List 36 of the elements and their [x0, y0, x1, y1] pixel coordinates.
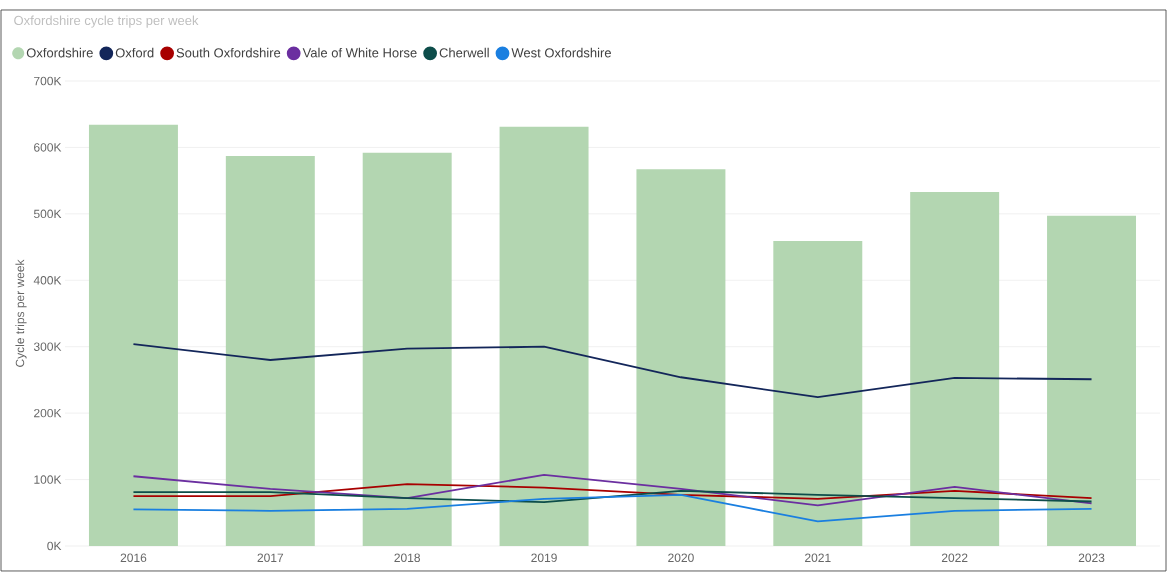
x-tick-label: 2017 — [257, 553, 284, 563]
y-axis-title: Cycle trips per week — [15, 259, 27, 367]
x-tick-label: 2020 — [668, 553, 694, 563]
bar — [499, 126, 589, 546]
y-tick-label: 500K — [33, 209, 62, 219]
bar — [1047, 215, 1137, 546]
y-tick-label: 600K — [34, 143, 62, 152]
legend-label: Vale of White Horse — [302, 47, 417, 58]
legend-label: Cherwell — [439, 47, 489, 58]
x-tick-label: 2022 — [941, 553, 968, 563]
x-tick-label: 2016 — [120, 553, 147, 563]
bar — [225, 156, 315, 546]
line-series — [132, 474, 1093, 507]
y-tick-label: 200K — [34, 408, 62, 418]
x-tick-label: 2021 — [805, 553, 831, 563]
y-tick-label: 100K — [34, 475, 62, 484]
y-tick-label: 300K — [33, 342, 62, 351]
chart-title: Oxfordshire cycle trips per week — [14, 15, 199, 28]
bar — [910, 191, 1000, 546]
bar — [362, 152, 452, 546]
legend-label: Oxfordshire — [26, 47, 93, 58]
bar — [636, 169, 726, 546]
legend-label: Oxford — [115, 47, 154, 58]
x-tick-label: 2023 — [1078, 553, 1105, 563]
line-series — [132, 343, 1093, 399]
bar — [88, 124, 178, 546]
x-tick-label: 2018 — [394, 553, 420, 563]
y-tick-label: 400K — [33, 276, 62, 285]
bar — [773, 241, 863, 546]
legend-label: South Oxfordshire — [176, 47, 281, 58]
line-series — [132, 493, 1093, 523]
x-tick-label: 2019 — [531, 553, 557, 563]
line-series — [132, 483, 1093, 500]
legend-label: West Oxfordshire — [511, 47, 611, 58]
y-tick-label: 0K — [47, 541, 62, 551]
y-tick-label: 700K — [34, 76, 62, 86]
